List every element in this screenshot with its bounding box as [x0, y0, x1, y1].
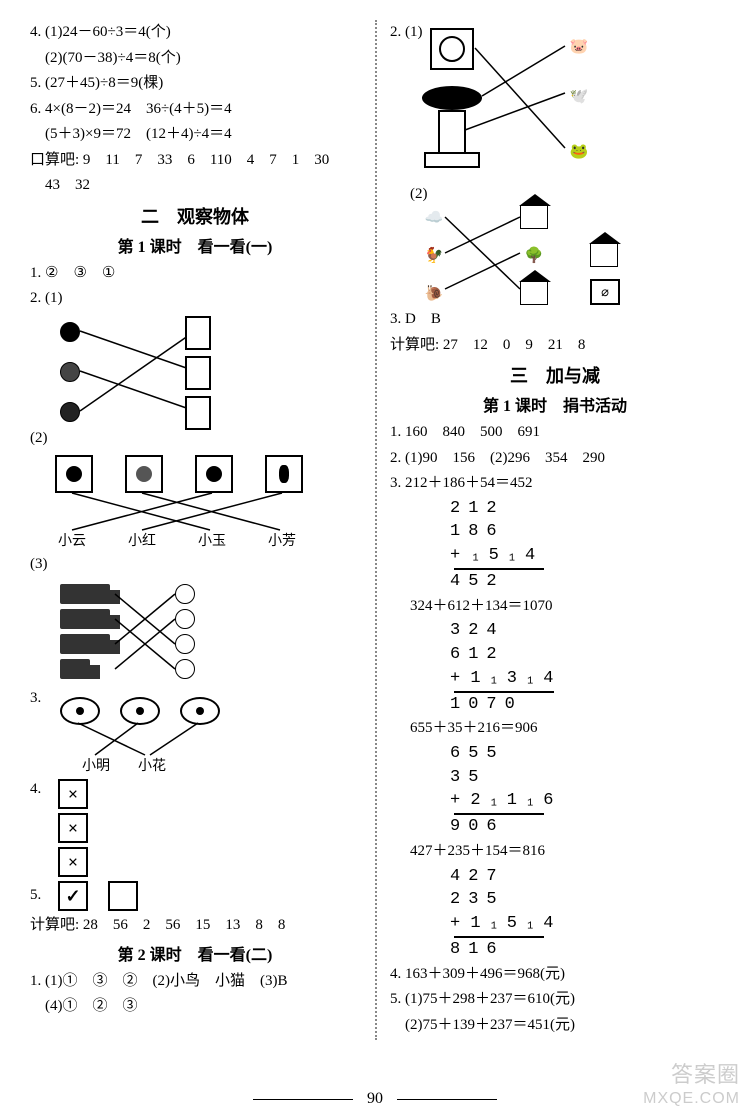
matching-diagram-r2-2: ☁️ 🐓 🐌 🌳 ⌀: [390, 203, 720, 303]
matching-diagram-2-2: 小云 小红 小玉 小芳: [30, 455, 360, 550]
equation: 427＋235＋154＝816: [390, 839, 720, 865]
checkbox-x: ×: [58, 779, 88, 809]
text-line: 6. 4×(8－2)＝24 36÷(4＋5)＝4: [30, 97, 360, 123]
section-title: 三 加与减: [390, 362, 720, 388]
text-line: (2)(70－38)÷4＝8(个): [30, 46, 360, 72]
watermark: 答案圈 MXQE.COM: [643, 1062, 740, 1108]
vertical-calc-4: 427 235 + 1₁5₁4 816: [450, 865, 720, 962]
column-divider: [375, 20, 377, 1040]
question-label: 2. (1): [30, 286, 360, 312]
answer-line: 3. D B: [390, 307, 720, 333]
text-line: 4. (1)24－60÷3＝4(个): [30, 20, 360, 46]
checkbox-empty: [108, 881, 138, 911]
subsection-title: 第 2 课时 看一看(二): [30, 941, 360, 965]
matching-diagram-r2-1: 🐷 🕊️ 🐸: [390, 28, 720, 178]
answer-line: (4)① ② ③: [30, 994, 360, 1020]
vertical-calc-2: 324 612 + 1₁3₁4 1070: [450, 619, 720, 716]
answer-line: 1. (1)① ③ ② (2)小鸟 小猫 (3)B: [30, 969, 360, 995]
checkbox-x: ×: [58, 813, 88, 843]
matching-diagram-2-1: [30, 316, 360, 426]
text-line: 5. (27＋45)÷8＝9(棵): [30, 71, 360, 97]
answer-line: (2)75＋139＋237＝451(元): [390, 1013, 720, 1039]
question-label: 4.: [30, 777, 44, 803]
answer-line: 5. (1)75＋298＋237＝610(元): [390, 987, 720, 1013]
vertical-calc-3: 655 35 + 2₁1₁6 906: [450, 742, 720, 839]
page-footer: 90: [0, 1090, 750, 1108]
checkbox-check: ✓: [58, 881, 88, 911]
vertical-calc-1: 212 186 + ₁5₁4 452: [450, 497, 720, 594]
calc-line: 计算吧: 27 12 0 9 21 8: [390, 333, 720, 359]
section-title: 二 观察物体: [30, 203, 360, 229]
matching-diagram-2-3: [30, 582, 360, 682]
question-label: 5.: [30, 883, 44, 909]
subsection-title: 第 1 课时 捐书活动: [390, 392, 720, 416]
answer-line: 2. (1)90 156 (2)296 354 290: [390, 446, 720, 472]
equation: 655＋35＋216＝906: [390, 716, 720, 742]
answer-line: 4. 163＋309＋496＝968(元): [390, 962, 720, 988]
answer-line: 1. ② ③ ①: [30, 261, 360, 287]
answer-line: 1. 160 840 500 691: [390, 420, 720, 446]
text-line: 口算吧: 9 11 7 33 6 110 4 7 1 30: [30, 148, 360, 174]
text-line: 43 32: [30, 173, 360, 199]
checkbox-x: ×: [58, 847, 88, 877]
text-line: (5＋3)×9＝72 (12＋4)÷4＝4: [30, 122, 360, 148]
calc-line: 计算吧: 28 56 2 56 15 13 8 8: [30, 913, 360, 939]
matching-diagram-3: 小明 小花: [30, 693, 360, 773]
equation: 324＋612＋134＝1070: [390, 594, 720, 620]
question-label: (3): [30, 552, 360, 578]
answer-line: 3. 212＋186＋54＝452: [390, 471, 720, 497]
subsection-title: 第 1 课时 看一看(一): [30, 233, 360, 257]
